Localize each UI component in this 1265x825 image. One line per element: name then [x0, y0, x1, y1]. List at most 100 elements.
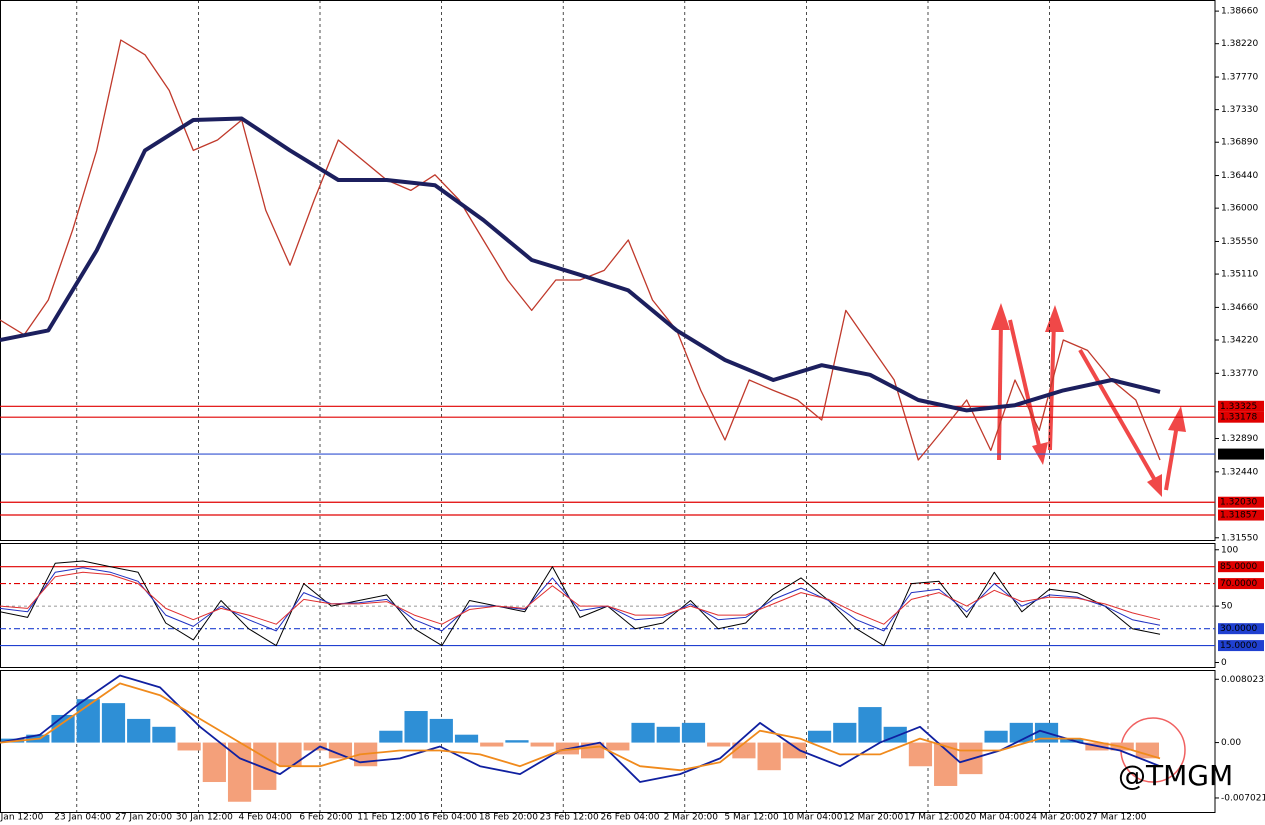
x-tick-label: 27 Mar 12:00 [1086, 813, 1146, 823]
histogram-bar [278, 742, 302, 767]
x-tick-label: 4 Feb 04:00 [239, 813, 293, 823]
histogram-bar [429, 718, 453, 743]
x-tick-label: 30 Jan 12:00 [176, 813, 233, 823]
y-tick-label: 1.36000 [1221, 204, 1258, 214]
histogram-bar [101, 703, 126, 743]
level-box [1218, 411, 1264, 423]
histogram-bar [253, 742, 277, 790]
x-tick-label: 12 Mar 20:00 [843, 813, 903, 823]
y-tick-label: 1.37770 [1221, 73, 1258, 83]
level-label: 1.31857 [1220, 511, 1257, 521]
level-label: 1.33178 [1220, 413, 1257, 423]
x-tick-label: 20 Mar 04:00 [965, 813, 1025, 823]
histogram-bar [908, 742, 933, 767]
histogram-bar [505, 740, 529, 743]
y-tick-label: 1.37330 [1221, 105, 1258, 115]
histogram-bar [707, 742, 731, 747]
histogram-bar [631, 722, 655, 743]
level-box [1218, 400, 1264, 412]
y-tick-label: 1.36440 [1221, 171, 1258, 181]
x-tick-label: 27 Jan 20:00 [115, 813, 172, 823]
level-label: 30.0000 [1220, 624, 1257, 634]
level-label: 1.32030 [1220, 498, 1257, 508]
panel-frame [0, 543, 1216, 668]
y-tick-label: 1.36890 [1221, 138, 1258, 148]
histogram-bar [328, 742, 353, 759]
histogram-bar [833, 722, 857, 743]
arrows [991, 303, 1186, 497]
x-tick-label: 2 Mar 20:00 [664, 813, 719, 823]
level-label: 85.0000 [1220, 562, 1257, 572]
y-tick-label: 0.0080237 [1221, 675, 1265, 685]
histogram-bar [606, 742, 630, 751]
panel-frame [0, 670, 1216, 813]
histogram-bar [984, 730, 1008, 743]
y-tick-label: 100 [1221, 545, 1238, 555]
y-tick-label: 1.32440 [1221, 467, 1258, 477]
series-line [0, 39, 1161, 461]
histogram-bar [454, 734, 479, 743]
series-line [0, 567, 1161, 632]
histogram-bar [656, 726, 680, 743]
x-tick-label: 26 Feb 04:00 [600, 813, 659, 823]
histogram-bar [127, 718, 151, 743]
histogram-bar [480, 742, 504, 747]
y-tick-label: 1.35550 [1221, 237, 1258, 247]
y-tick-label: 1.38660 [1221, 7, 1258, 17]
y-tick-label: 1.38220 [1221, 39, 1258, 49]
level-box [1218, 509, 1264, 521]
level-box [1218, 496, 1264, 508]
y-tick-label: 1.34220 [1221, 336, 1258, 346]
histogram-bar [404, 711, 428, 743]
series-line [0, 560, 1161, 647]
y-tick-label: 0 [1221, 658, 1227, 668]
x-tick-label: 10 Mar 04:00 [782, 813, 842, 823]
watermark: @TMGM [1118, 759, 1233, 792]
x-tick-label: 16 Feb 04:00 [418, 813, 477, 823]
histogram-bar [807, 730, 832, 743]
level-box [1218, 561, 1264, 573]
level-box [1218, 623, 1264, 635]
series-line [0, 674, 1161, 783]
level-label: 15.0000 [1220, 641, 1257, 651]
series-line [0, 116, 1161, 413]
x-tick-label: 23 Feb 12:00 [540, 813, 599, 823]
histogram-bar [757, 742, 781, 771]
series-line [0, 571, 1161, 625]
y-tick-label: 1.32890 [1221, 434, 1258, 444]
y-tick-label: 1.34660 [1221, 303, 1258, 313]
x-tick-label: 24 Mar 20:00 [1026, 813, 1086, 823]
histogram-bar [1135, 742, 1159, 759]
x-tick-label: 5 Mar 12:00 [724, 813, 779, 823]
x-tick-label: 6 Feb 20:00 [299, 813, 353, 823]
histogram-bar [202, 742, 226, 783]
x-tick-label: Jan 12:00 [0, 813, 44, 823]
level-label: 70.0000 [1220, 579, 1257, 589]
histogram-bar [732, 742, 756, 759]
x-tick-label: 18 Feb 20:00 [479, 813, 538, 823]
level-label: 1.32680 [1220, 450, 1257, 460]
y-tick-label: 1.31550 [1221, 533, 1258, 543]
panel-frame [0, 0, 1216, 541]
histogram-bar [782, 742, 806, 759]
histogram-bar [303, 742, 327, 751]
y-tick-label: 1.33770 [1221, 369, 1258, 379]
level-box [1218, 578, 1264, 590]
histogram-bar [530, 742, 554, 747]
histogram-bar [177, 742, 201, 751]
y-tick-label: 0.00 [1221, 738, 1241, 748]
x-tick-label: 23 Jan 04:00 [54, 813, 111, 823]
x-tick-label: 17 Mar 12:00 [904, 813, 964, 823]
histogram-bar [681, 722, 706, 743]
y-tick-label: -0.007021 [1221, 793, 1265, 803]
level-box [1218, 448, 1264, 460]
histogram-bar [858, 707, 882, 743]
histogram-bar [152, 726, 176, 743]
level-box [1218, 640, 1264, 652]
x-tick-label: 11 Feb 12:00 [357, 813, 416, 823]
y-tick-label: 50 [1221, 602, 1233, 612]
level-label: 1.33325 [1220, 402, 1257, 412]
series-line [0, 682, 1161, 772]
histogram-bar [227, 742, 252, 802]
